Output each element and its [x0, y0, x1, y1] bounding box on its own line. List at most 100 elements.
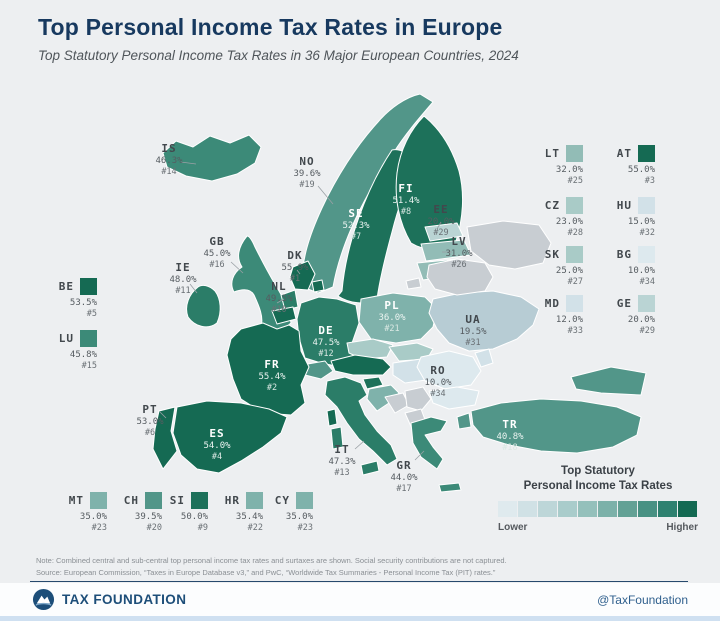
country-rank: #31: [465, 337, 481, 348]
country-shape-FR: [226, 322, 310, 416]
country-rate: 19.5%: [459, 326, 487, 337]
country-rate: 35.4%: [235, 512, 263, 522]
country-label-TR: TR 40.8% #18: [496, 418, 523, 453]
legend-gradient-step: [538, 500, 557, 517]
country-rate: 20.0%: [627, 315, 655, 325]
country-color-swatch: [246, 492, 263, 509]
country-shape-SI: [362, 376, 384, 390]
country-rate: 51.4%: [392, 195, 420, 206]
country-rank: #8: [400, 206, 412, 217]
country-rate: 23.0%: [555, 217, 583, 227]
country-swatch-entry-SI: SI 50.0% #9: [146, 492, 208, 533]
country-shape-PT: [152, 406, 178, 470]
country-shape-NL: [280, 289, 299, 311]
country-shape-DK: [289, 260, 316, 291]
legend-higher-label: Higher: [666, 521, 698, 533]
country-code: IT: [334, 443, 350, 456]
source-text: Source: European Commission, “Taxes in E…: [36, 567, 496, 577]
country-label-SE: SE 52.3% #7: [342, 207, 370, 242]
legend-gradient-step: [658, 500, 677, 517]
page-subtitle: Top Statutory Personal Income Tax Rates …: [38, 48, 519, 63]
country-swatch-entry-SK: SK 25.0% #27: [521, 246, 583, 287]
country-rate: 46.3%: [155, 155, 183, 166]
country-shape-ES: [172, 400, 288, 474]
brand: TAX FOUNDATION: [32, 588, 186, 611]
country-shape-EE: [424, 222, 464, 242]
country-code: CZ: [544, 198, 560, 212]
country-swatch-entry-MT: MT 35.0% #23: [45, 492, 107, 533]
footer-divider: [30, 581, 688, 582]
country-rank: #34: [639, 276, 655, 287]
country-rank: #14: [161, 166, 177, 177]
country-rank: #2: [266, 382, 278, 393]
country-code: LT: [544, 146, 560, 160]
country-label-GB: GB 45.0% #16: [203, 235, 230, 270]
country-swatch-entry-HR: HR 35.4% #22: [201, 492, 263, 533]
country-rank: #11: [175, 285, 191, 296]
country-code: SK: [544, 247, 560, 261]
country-shape-serbia: [404, 386, 432, 412]
country-label-IT: IT 47.3% #13: [328, 443, 355, 478]
legend-gradient-step: [578, 500, 597, 517]
country-rate: 32.0%: [555, 165, 583, 175]
country-rank: #25: [567, 175, 583, 186]
country-rate: 52.3%: [342, 220, 370, 231]
country-shape-kaliningrad: [405, 277, 422, 290]
country-label-IS: IS 46.3% #14: [155, 142, 183, 177]
country-color-swatch: [80, 330, 97, 347]
country-rank: #7: [350, 231, 362, 242]
country-rank: #3: [644, 175, 655, 186]
color-scale-legend: Top Statutory Personal Income Tax Rates …: [498, 464, 698, 533]
legend-gradient-step: [518, 500, 537, 517]
country-rank: #9: [197, 522, 208, 533]
country-shape-UA: [428, 290, 540, 352]
country-color-swatch: [90, 492, 107, 509]
country-code: IS: [161, 142, 177, 155]
country-shape-caucasus: [570, 366, 647, 396]
country-code: ES: [209, 427, 225, 440]
country-shape-IE: [186, 284, 221, 328]
country-shape-PL: [358, 292, 438, 344]
country-shape-RO: [416, 350, 482, 390]
country-shape-CZ: [346, 338, 394, 360]
country-swatch-entry-BE: BE 53.5% #5: [35, 278, 97, 319]
country-swatch-entry-BG: BG 10.0% #34: [593, 246, 655, 287]
country-rank: #29: [433, 227, 449, 238]
country-rank: #21: [384, 323, 400, 334]
country-label-EE: EE 20.0% #29: [427, 203, 454, 238]
country-code: GE: [616, 296, 632, 310]
country-code: GR: [396, 459, 412, 472]
country-rate: 31.0%: [445, 248, 473, 259]
country-code: PT: [142, 403, 158, 416]
country-rate: 49.5%: [265, 293, 293, 304]
footnotes: Note: Combined central and sub-central t…: [36, 555, 507, 578]
country-color-swatch: [191, 492, 208, 509]
country-code: DE: [318, 324, 334, 337]
country-rank: #33: [567, 325, 583, 336]
country-shape-belarus: [426, 258, 494, 296]
footer-bar: TAX FOUNDATION @TaxFoundation: [0, 583, 720, 621]
country-swatch-entry-LT: LT 32.0% #25: [521, 145, 583, 186]
country-label-DE: DE 47.5% #12: [312, 324, 339, 359]
legend-title-line2: Personal Income Tax Rates: [523, 479, 673, 492]
country-rank: #16: [209, 259, 225, 270]
country-code: EE: [433, 203, 449, 216]
country-label-PL: PL 36.0% #21: [378, 299, 405, 334]
country-color-swatch: [638, 246, 655, 263]
country-rate: 39.5%: [134, 512, 162, 522]
page-title: Top Personal Income Tax Rates in Europe: [38, 14, 503, 40]
country-code: IE: [175, 261, 191, 274]
country-color-swatch: [638, 197, 655, 214]
country-code: BG: [616, 247, 632, 261]
country-shape-NO: [301, 93, 434, 294]
country-shape-LV: [420, 239, 472, 262]
country-shape-BG: [428, 386, 480, 410]
country-rank: #26: [451, 259, 467, 270]
country-swatch-entry-CH: CH 39.5% #20: [100, 492, 162, 533]
country-rate: 44.0%: [390, 472, 418, 483]
country-shape-BE: [271, 306, 297, 325]
country-rank: #4: [211, 451, 223, 462]
note-text: Note: Combined central and sub-central t…: [36, 556, 507, 565]
